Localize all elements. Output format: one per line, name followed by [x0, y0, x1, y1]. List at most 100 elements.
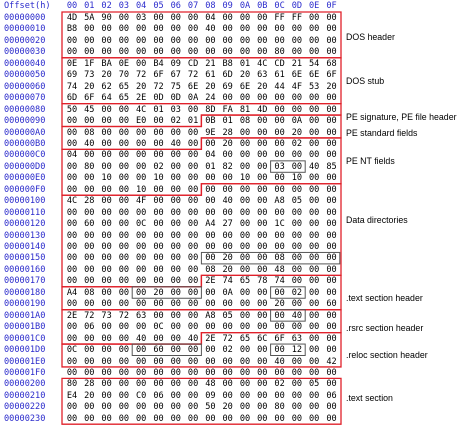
- hex-byte[interactable]: 00: [118, 299, 130, 310]
- hex-byte[interactable]: 00: [136, 150, 147, 161]
- hex-byte[interactable]: 00: [326, 287, 337, 298]
- hex-byte[interactable]: 00: [118, 242, 130, 252]
- hex-byte[interactable]: 00: [205, 367, 216, 378]
- hex-byte[interactable]: 00: [326, 253, 337, 264]
- hex-byte[interactable]: 00: [170, 24, 181, 35]
- hex-byte[interactable]: 00: [101, 413, 112, 424]
- hex-byte[interactable]: 00: [205, 35, 216, 46]
- hex-byte[interactable]: 68: [326, 58, 337, 69]
- hex-byte[interactable]: 40: [187, 333, 199, 344]
- hex-byte[interactable]: 00: [205, 345, 216, 356]
- hex-byte[interactable]: 00: [205, 230, 216, 241]
- hex-byte[interactable]: 00: [187, 264, 199, 275]
- hex-byte[interactable]: 00: [66, 356, 78, 367]
- hex-byte[interactable]: 65: [239, 276, 251, 287]
- hex-byte[interactable]: 28: [222, 127, 233, 138]
- hex-byte[interactable]: 00: [66, 230, 78, 241]
- hex-byte[interactable]: 00: [309, 253, 320, 264]
- hex-byte[interactable]: 00: [309, 35, 320, 46]
- hex-byte[interactable]: 00: [309, 276, 320, 287]
- hex-byte[interactable]: 04: [66, 150, 78, 161]
- hex-byte[interactable]: 00: [66, 299, 78, 310]
- hex-byte[interactable]: 00: [257, 242, 268, 252]
- hex-byte[interactable]: 00: [326, 13, 337, 23]
- hex-byte[interactable]: C0: [136, 390, 147, 401]
- hex-byte[interactable]: 80: [274, 402, 285, 413]
- hex-byte[interactable]: 00: [136, 287, 147, 298]
- hex-byte[interactable]: 00: [170, 127, 181, 138]
- hex-byte[interactable]: 00: [153, 184, 164, 195]
- hex-byte[interactable]: 00: [222, 299, 233, 310]
- hex-byte[interactable]: 00: [326, 402, 337, 413]
- hex-byte[interactable]: 00: [309, 207, 320, 218]
- hex-byte[interactable]: 00: [187, 13, 199, 23]
- hex-byte[interactable]: 0A: [187, 93, 199, 104]
- hex-byte[interactable]: 08: [84, 287, 95, 298]
- hex-byte[interactable]: 6E: [309, 70, 320, 81]
- hex-byte[interactable]: 01: [187, 116, 199, 127]
- hex-byte[interactable]: 10: [136, 184, 147, 195]
- hex-byte[interactable]: 00: [291, 299, 303, 310]
- hex-byte[interactable]: A8: [274, 196, 285, 207]
- hex-byte[interactable]: 00: [101, 402, 112, 413]
- hex-byte[interactable]: 00: [239, 356, 251, 367]
- hex-byte[interactable]: 10: [101, 173, 112, 184]
- hex-byte[interactable]: 48: [274, 264, 285, 275]
- hex-byte[interactable]: 00: [239, 196, 251, 207]
- hex-byte[interactable]: 00: [309, 413, 320, 424]
- hex-byte[interactable]: 00: [153, 356, 164, 367]
- hex-byte[interactable]: 00: [187, 379, 199, 390]
- hex-byte[interactable]: 00: [326, 173, 337, 184]
- hex-byte[interactable]: 00: [153, 310, 164, 321]
- hex-byte[interactable]: 00: [84, 207, 95, 218]
- hex-byte[interactable]: 21: [205, 58, 216, 69]
- hex-byte[interactable]: 80: [66, 379, 78, 390]
- hex-byte[interactable]: 00: [136, 379, 147, 390]
- hex-byte[interactable]: 00: [326, 93, 337, 104]
- hex-byte[interactable]: 00: [326, 379, 337, 390]
- hex-byte[interactable]: 00: [309, 138, 320, 149]
- hex-byte[interactable]: 00: [274, 104, 285, 115]
- hex-byte[interactable]: 00: [66, 47, 78, 58]
- hex-byte[interactable]: 00: [239, 230, 251, 241]
- hex-byte[interactable]: 00: [257, 310, 268, 321]
- hex-byte[interactable]: 00: [153, 207, 164, 218]
- hex-byte[interactable]: 20: [84, 390, 95, 401]
- hex-byte[interactable]: 00: [257, 150, 268, 161]
- hex-byte[interactable]: 00: [170, 230, 181, 241]
- hex-byte[interactable]: 00: [222, 230, 233, 241]
- hex-byte[interactable]: 65: [239, 333, 251, 344]
- hex-byte[interactable]: 00: [118, 150, 130, 161]
- hex-byte[interactable]: 12: [291, 345, 303, 356]
- hex-byte[interactable]: 00: [309, 150, 320, 161]
- hex-byte[interactable]: 9E: [205, 127, 216, 138]
- hex-byte[interactable]: 00: [118, 322, 130, 333]
- hex-byte[interactable]: 00: [84, 299, 95, 310]
- hex-byte[interactable]: 40: [84, 138, 95, 149]
- hex-byte[interactable]: 00: [101, 242, 112, 252]
- hex-byte[interactable]: 63: [257, 70, 268, 81]
- hex-byte[interactable]: 00: [291, 367, 303, 378]
- hex-byte[interactable]: 02: [170, 116, 181, 127]
- hex-byte[interactable]: 06: [84, 322, 95, 333]
- hex-byte[interactable]: 00: [84, 35, 95, 46]
- hex-byte[interactable]: 6E: [291, 70, 303, 81]
- hex-byte[interactable]: 00: [274, 35, 285, 46]
- hex-byte[interactable]: 00: [257, 138, 268, 149]
- hex-byte[interactable]: 40: [274, 356, 285, 367]
- hex-byte[interactable]: 00: [309, 299, 320, 310]
- hex-byte[interactable]: 00: [118, 253, 130, 264]
- hex-byte[interactable]: 00: [291, 161, 303, 172]
- hex-byte[interactable]: 00: [170, 264, 181, 275]
- hex-byte[interactable]: 00: [274, 207, 285, 218]
- hex-byte[interactable]: 00: [101, 219, 112, 230]
- hex-byte[interactable]: 0D: [153, 93, 164, 104]
- hex-byte[interactable]: 40: [309, 161, 320, 172]
- hex-byte[interactable]: 00: [239, 138, 251, 149]
- hex-byte[interactable]: 00: [222, 356, 233, 367]
- hex-byte[interactable]: 00: [170, 184, 181, 195]
- hex-byte[interactable]: 00: [170, 390, 181, 401]
- hex-byte[interactable]: 24: [205, 93, 216, 104]
- hex-byte[interactable]: 20: [239, 70, 251, 81]
- hex-byte[interactable]: 00: [170, 173, 181, 184]
